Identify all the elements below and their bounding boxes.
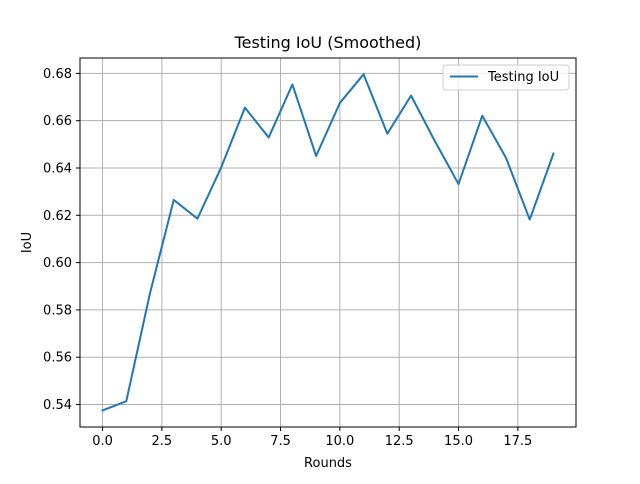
x-tick-label: 10.0: [325, 434, 354, 449]
legend-box: [442, 64, 570, 91]
y-tick-label: 0.54: [43, 398, 72, 413]
grid-lines: [80, 58, 576, 427]
y-tick-label: 0.64: [43, 161, 72, 176]
x-tick-label: 15.0: [444, 434, 473, 449]
y-tick-label: 0.56: [43, 351, 72, 366]
x-tick-label: 12.5: [385, 434, 414, 449]
series-line-testing-iou: [101, 73, 555, 412]
x-tick-label: 7.5: [270, 434, 291, 449]
y-tick-label: 0.60: [43, 256, 72, 271]
x-tick-label: 17.5: [503, 434, 532, 449]
x-tick-label: 0.0: [92, 434, 113, 449]
y-tick-label: 0.68: [43, 67, 72, 82]
x-tick-label: 5.0: [211, 434, 232, 449]
legend-label-testing-iou: Testing IoU: [487, 70, 559, 85]
plot-area-frame: [79, 57, 577, 428]
y-tick-label: 0.62: [43, 209, 72, 224]
x-tick-label: 2.5: [152, 434, 173, 449]
y-axis-label: IoU: [20, 232, 35, 253]
y-tick-label: 0.58: [43, 303, 72, 318]
x-axis-ticks: 0.0 2.5 5.0 7.5 10.0 12.5 15.0 17.5: [92, 427, 532, 449]
chart-title: Testing IoU (Smoothed): [234, 33, 422, 52]
y-tick-label: 0.66: [43, 114, 72, 129]
y-axis-ticks: 0.54 0.56 0.58 0.60 0.62 0.64 0.66 0.68: [43, 67, 80, 413]
series-lines: [101, 73, 555, 412]
legend: Testing IoU: [442, 64, 570, 91]
x-axis-label: Rounds: [304, 456, 352, 471]
